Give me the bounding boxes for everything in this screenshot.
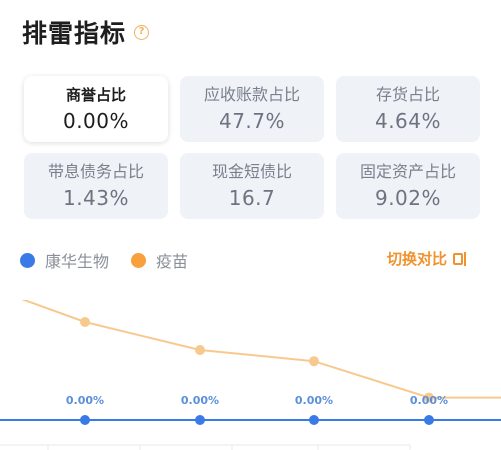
switch-compare-button[interactable]: 切换对比 <box>387 248 467 269</box>
series-point-company <box>195 415 205 425</box>
line-chart: 0.00% 0.00% 0.00% 0.00% <box>0 300 501 450</box>
card-cash-short-debt-ratio[interactable]: 现金短债比 16.7 <box>180 153 324 219</box>
card-value: 1.43% <box>62 186 130 210</box>
card-label: 现金短债比 <box>211 162 292 181</box>
series-point-company <box>309 415 319 425</box>
series-point-industry <box>195 345 205 355</box>
card-label: 应收账款占比 <box>203 85 300 104</box>
card-value: 4.64% <box>374 109 442 133</box>
section-title: 排雷指标 <box>22 19 127 48</box>
card-receivables-ratio[interactable]: 应收账款占比 47.7% <box>180 76 324 142</box>
series-point-company <box>424 415 434 425</box>
series-data-label: 0.00% <box>66 394 104 407</box>
card-goodwill-ratio[interactable]: 商誉占比 0.00% <box>24 76 168 142</box>
legend-dot <box>131 252 147 268</box>
legend-label: 疫苗 <box>156 252 189 271</box>
series-data-label: 0.00% <box>295 394 333 407</box>
chart-legend: 康华生物 疫苗 <box>20 248 210 272</box>
series-point-industry <box>309 356 319 367</box>
chart-grid <box>0 444 411 450</box>
card-interest-debt-ratio[interactable]: 带息债务占比 1.43% <box>24 153 168 219</box>
series-data-label: 0.00% <box>181 394 219 407</box>
series-point-industry <box>80 317 90 327</box>
legend-item-company[interactable]: 康华生物 <box>20 248 109 272</box>
card-label: 固定资产占比 <box>359 162 456 181</box>
card-value: 9.02% <box>374 186 442 210</box>
series-line-industry <box>21 300 501 399</box>
legend-item-industry[interactable]: 疫苗 <box>131 248 188 272</box>
card-value: 0.00% <box>62 109 130 133</box>
series-data-label: 0.00% <box>410 394 448 407</box>
switch-compare-label: 切换对比 <box>386 250 447 268</box>
section-header: 排雷指标 ? <box>22 14 150 50</box>
card-value: 47.7% <box>218 109 286 133</box>
switch-compare-icon <box>453 251 466 266</box>
card-label: 存货占比 <box>375 85 440 104</box>
card-label: 带息债务占比 <box>47 162 144 181</box>
chart-series: 0.00% 0.00% 0.00% 0.00% <box>0 300 501 425</box>
card-label: 商誉占比 <box>65 86 126 104</box>
series-point-industry <box>424 392 434 403</box>
series-point-company <box>80 415 90 425</box>
legend-dot <box>20 252 35 268</box>
question-circle-icon[interactable]: ? <box>134 24 150 40</box>
card-value: 16.7 <box>228 186 276 210</box>
card-fixed-assets-ratio[interactable]: 固定资产占比 9.02% <box>336 153 480 219</box>
card-inventory-ratio[interactable]: 存货占比 4.64% <box>336 76 480 142</box>
legend-label: 康华生物 <box>45 252 110 271</box>
